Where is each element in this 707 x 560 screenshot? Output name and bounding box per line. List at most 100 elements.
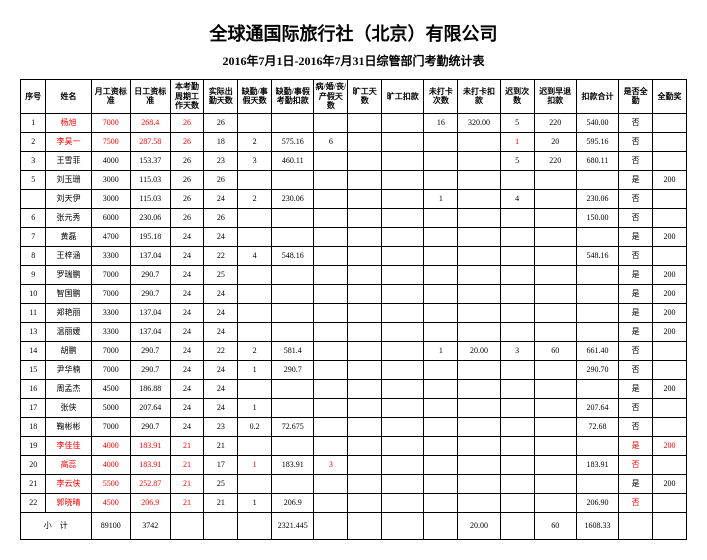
cell-lateN <box>500 436 534 455</box>
cell-ncN <box>424 132 458 151</box>
cell-bonus: 200 <box>653 474 687 493</box>
col-header: 姓名 <box>46 80 91 114</box>
cell-kgK <box>382 398 424 417</box>
cell-kgD <box>348 170 382 189</box>
cell-m: 7000 <box>91 360 131 379</box>
cell-ncK <box>458 474 500 493</box>
footer-m: 89100 <box>91 512 131 539</box>
cell-sick: 3 <box>314 455 348 474</box>
cell-bonus <box>653 360 687 379</box>
cell-name: 李云侠 <box>46 474 91 493</box>
cell-kgK <box>382 208 424 227</box>
cell-kgD <box>348 303 382 322</box>
cell-lateK <box>534 227 576 246</box>
footer-cyc <box>170 512 204 539</box>
cell-ncK: 20.00 <box>458 341 500 360</box>
cell-bonus <box>653 132 687 151</box>
cell-absD: 1 <box>238 493 272 512</box>
cell-lateK <box>534 303 576 322</box>
cell-lateK <box>534 379 576 398</box>
cell-name: 李昊一 <box>46 132 91 151</box>
cell-kgK <box>382 151 424 170</box>
cell-ncN <box>424 246 458 265</box>
cell-d: 183.91 <box>131 455 171 474</box>
cell-absK <box>272 436 314 455</box>
cell-full: 否 <box>619 246 653 265</box>
cell-name: 尹华楠 <box>46 360 91 379</box>
cell-cyc: 24 <box>170 417 204 436</box>
cell-sick <box>314 360 348 379</box>
cell-att: 26 <box>204 208 238 227</box>
cell-absK <box>272 227 314 246</box>
cell-kgK <box>382 170 424 189</box>
table-row: 21李云侠5500252.872125是200 <box>21 474 687 493</box>
table-row: 11郑艳丽3300137.042424是200 <box>21 303 687 322</box>
cell-lateN <box>500 474 534 493</box>
cell-seq: 11 <box>21 303 46 322</box>
cell-d: 183.91 <box>131 436 171 455</box>
cell-sick <box>314 265 348 284</box>
cell-bonus: 200 <box>653 436 687 455</box>
cell-bonus <box>653 113 687 132</box>
cell-ncK <box>458 170 500 189</box>
table-row: 16周孟杰4500186.882424是200 <box>21 379 687 398</box>
cell-m: 7000 <box>91 284 131 303</box>
cell-kgK <box>382 379 424 398</box>
cell-seq: 13 <box>21 322 46 341</box>
cell-lateN: 3 <box>500 341 534 360</box>
cell-seq: 16 <box>21 379 46 398</box>
cell-absK: 548.16 <box>272 246 314 265</box>
cell-absK: 183.91 <box>272 455 314 474</box>
cell-att: 21 <box>204 493 238 512</box>
cell-lateK: 60 <box>534 341 576 360</box>
cell-absK: 460.11 <box>272 151 314 170</box>
cell-kgK <box>382 132 424 151</box>
cell-absD <box>238 208 272 227</box>
cell-kgD <box>348 474 382 493</box>
cell-ncK <box>458 151 500 170</box>
cell-full: 是 <box>619 284 653 303</box>
footer-full <box>619 512 653 539</box>
cell-d: 206.9 <box>131 493 171 512</box>
cell-name: 刘玉珊 <box>46 170 91 189</box>
footer-kgK <box>382 512 424 539</box>
cell-ncN <box>424 474 458 493</box>
cell-full: 是 <box>619 265 653 284</box>
cell-tot: 290.70 <box>576 360 618 379</box>
cell-lateN <box>500 379 534 398</box>
col-header: 缺勤/事假天数 <box>238 80 272 114</box>
table-row: 10智国鹏7000290.72424是200 <box>21 284 687 303</box>
cell-absD: 1 <box>238 398 272 417</box>
cell-sick <box>314 227 348 246</box>
cell-m: 3300 <box>91 322 131 341</box>
cell-tot: 540.00 <box>576 113 618 132</box>
cell-kgD <box>348 398 382 417</box>
cell-att: 24 <box>204 284 238 303</box>
cell-sick <box>314 493 348 512</box>
cell-ncK <box>458 246 500 265</box>
cell-sick <box>314 246 348 265</box>
cell-ncN <box>424 455 458 474</box>
cell-name: 鞠彬彬 <box>46 417 91 436</box>
cell-att: 26 <box>204 113 238 132</box>
cell-tot <box>576 170 618 189</box>
cell-kgK <box>382 284 424 303</box>
col-header: 未打卡扣款 <box>458 80 500 114</box>
cell-bonus: 200 <box>653 379 687 398</box>
cell-lateN: 5 <box>500 151 534 170</box>
cell-tot: 680.11 <box>576 151 618 170</box>
cell-tot <box>576 436 618 455</box>
cell-sick <box>314 322 348 341</box>
cell-d: 115.03 <box>131 170 171 189</box>
cell-full: 否 <box>619 208 653 227</box>
cell-absK <box>272 170 314 189</box>
cell-bonus: 200 <box>653 322 687 341</box>
footer-absD <box>238 512 272 539</box>
cell-ncK <box>458 360 500 379</box>
footer-tot: 1608.33 <box>576 512 618 539</box>
footer-d: 3742 <box>131 512 171 539</box>
cell-lateN <box>500 455 534 474</box>
cell-m: 4000 <box>91 151 131 170</box>
cell-ncN <box>424 265 458 284</box>
table-row: 2李昊一7500287.5826182575.166120595.16否 <box>21 132 687 151</box>
